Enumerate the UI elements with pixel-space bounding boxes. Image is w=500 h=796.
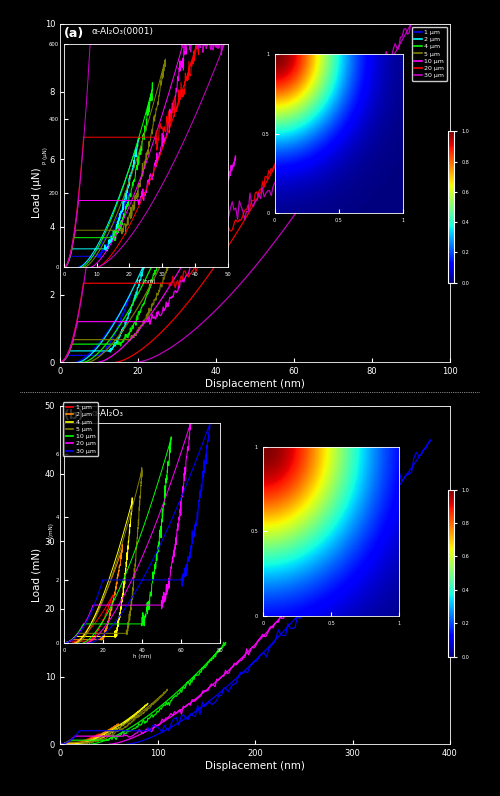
Text: (a): (a)	[64, 27, 84, 41]
Text: α-Al₂O₃(0001): α-Al₂O₃(0001)	[91, 27, 153, 37]
Text: (b): (b)	[64, 409, 84, 423]
Legend: 1 μm, 2 μm, 4 μm, 5 μm, 10 μm, 20 μm, 30 μm: 1 μm, 2 μm, 4 μm, 5 μm, 10 μm, 20 μm, 30…	[412, 27, 447, 81]
X-axis label: Displacement (nm): Displacement (nm)	[205, 379, 305, 388]
Y-axis label: Load (μN): Load (μN)	[32, 168, 42, 218]
Legend: 1 μm, 2 μm, 4 μm, 5 μm, 10 μm, 20 μm, 30 μm: 1 μm, 2 μm, 4 μm, 5 μm, 10 μm, 20 μm, 30…	[63, 402, 98, 456]
Text: α-Al₂O₃: α-Al₂O₃	[91, 409, 123, 419]
Y-axis label: Load (mN): Load (mN)	[32, 548, 42, 602]
X-axis label: Displacement (nm): Displacement (nm)	[205, 761, 305, 771]
